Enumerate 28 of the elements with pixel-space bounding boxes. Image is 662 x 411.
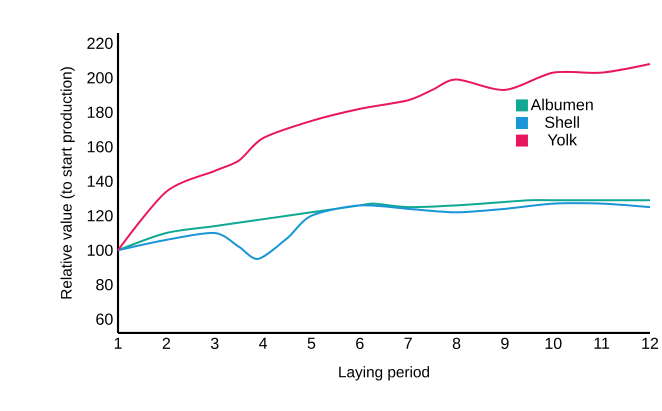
x-tick-label: 9 xyxy=(501,338,509,350)
x-tick-label: 3 xyxy=(210,338,218,350)
y-tick-label: 60 xyxy=(96,314,113,325)
legend-label: Shell xyxy=(545,116,579,128)
x-tick-label: 2 xyxy=(162,338,170,349)
x-tick-label: 10 xyxy=(546,338,562,350)
line-series xyxy=(117,63,651,252)
x-tick-label: 11 xyxy=(594,338,610,349)
y-tick-label: 220 xyxy=(87,38,113,49)
legend-label: Yolk xyxy=(548,134,578,146)
line-series xyxy=(117,202,651,260)
y-tick-label: 200 xyxy=(87,72,113,84)
y-tick-label: 100 xyxy=(88,244,113,256)
x-tick-label: 7 xyxy=(404,338,412,349)
y-axis-title: Relative value (to start production) xyxy=(60,67,75,298)
y-tick-label: 140 xyxy=(88,176,113,187)
x-tick-label: 1 xyxy=(114,338,122,349)
y-tick-label: 80 xyxy=(96,279,113,290)
y-tick-label: 180 xyxy=(88,106,113,118)
x-tick-label: 4 xyxy=(259,338,268,349)
x-axis-title: Laying period xyxy=(339,366,429,380)
x-tick-label: 12 xyxy=(642,338,658,349)
y-tick-label: 120 xyxy=(88,210,113,222)
x-tick-label: 6 xyxy=(356,338,364,350)
legend-label: Albumen xyxy=(530,98,593,110)
x-tick-label: 5 xyxy=(308,338,316,349)
y-tick-label: 160 xyxy=(88,141,113,152)
x-tick-label: 8 xyxy=(452,338,460,350)
